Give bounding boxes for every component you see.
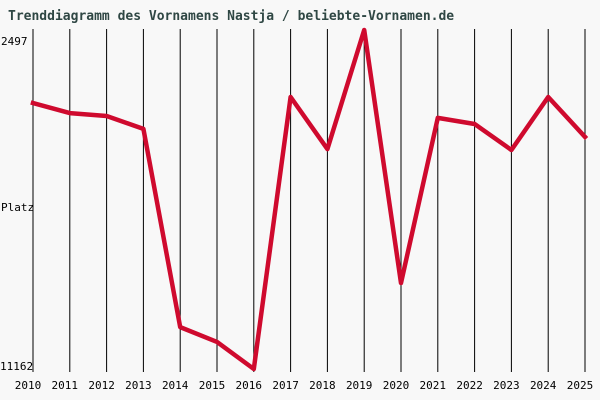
x-tick-label: 2014: [162, 379, 189, 392]
x-tick-label: 2011: [52, 379, 79, 392]
x-tick-label: 2020: [383, 379, 410, 392]
y-axis-title: Platz: [1, 201, 35, 214]
x-tick-label: 2023: [493, 379, 520, 392]
x-tick-label: 2021: [420, 379, 447, 392]
x-tick-label: 2022: [456, 379, 483, 392]
trend-line: [30, 27, 589, 372]
x-tick-label: 2019: [346, 379, 373, 392]
x-tick-label: 2012: [88, 379, 115, 392]
x-tick-label: 2024: [530, 379, 557, 392]
x-tick-label: 2016: [236, 379, 263, 392]
x-tick-label: 2017: [272, 379, 299, 392]
y-axis-min-tick: 11162: [0, 360, 34, 373]
chart-title: Trenddiagramm des Vornamens Nastja / bel…: [8, 9, 455, 24]
x-tick-label: 2010: [15, 379, 42, 392]
x-tick-label: 2015: [199, 379, 226, 392]
x-tick-label: 2018: [309, 379, 336, 392]
y-axis-max-tick: 2497: [1, 35, 28, 48]
x-tick-label: 2013: [125, 379, 152, 392]
x-tick-label: 2025: [567, 379, 594, 392]
